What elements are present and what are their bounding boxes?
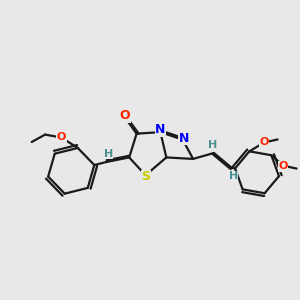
Text: H: H (208, 140, 217, 150)
Text: N: N (179, 132, 189, 145)
Text: S: S (141, 170, 150, 183)
Text: O: O (119, 109, 130, 122)
Text: O: O (278, 161, 288, 171)
Text: H: H (229, 171, 238, 181)
Text: O: O (260, 137, 269, 147)
Text: H: H (104, 148, 113, 159)
Text: O: O (57, 132, 66, 142)
Text: N: N (155, 123, 166, 136)
